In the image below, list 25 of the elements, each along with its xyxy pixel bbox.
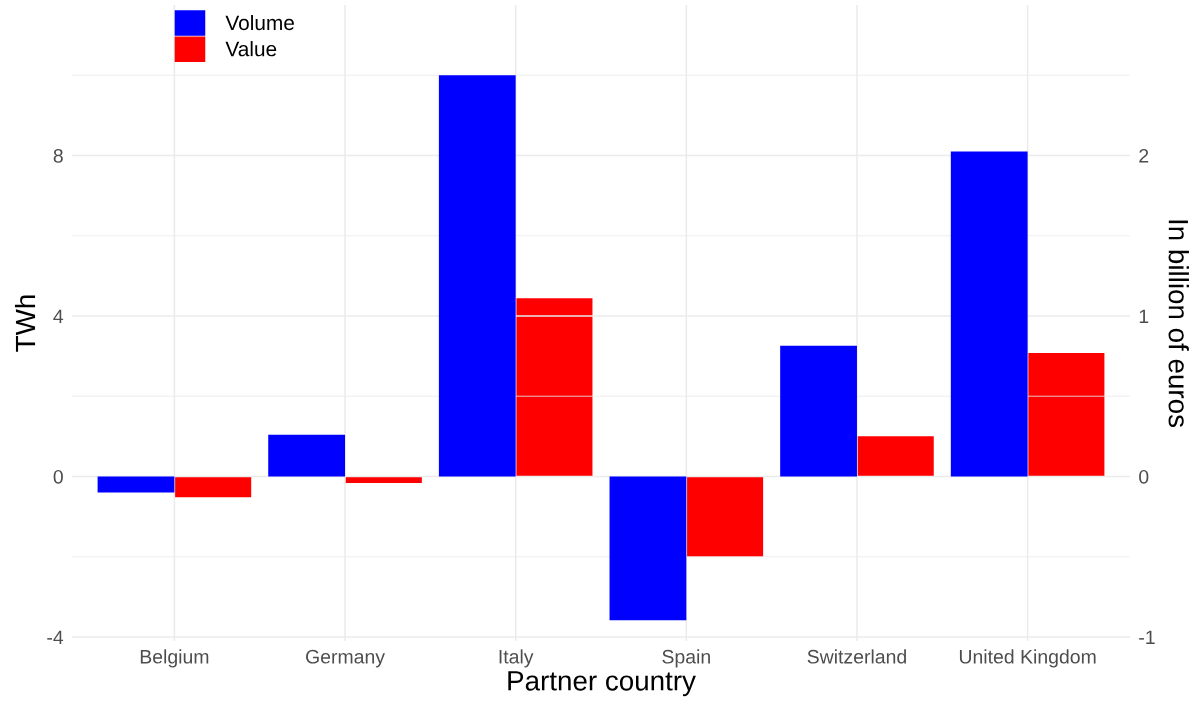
legend-label: Value xyxy=(225,41,277,57)
bar xyxy=(780,345,857,477)
y2-tick-label: -1 xyxy=(1139,630,1155,645)
y-tick-label: 4 xyxy=(53,309,64,324)
y2-tick-label: 0 xyxy=(1139,469,1149,484)
bar xyxy=(856,436,934,477)
bar xyxy=(950,151,1028,477)
y-tick-label: 0 xyxy=(53,469,63,484)
y-tick-label: -4 xyxy=(47,630,64,645)
y-tick-label: 8 xyxy=(53,148,63,163)
y2-axis-title: In billion of euros xyxy=(1168,220,1189,428)
x-tick-label: Belgium xyxy=(140,649,209,668)
bar xyxy=(345,476,422,483)
legend-label: Volume xyxy=(225,14,294,31)
x-tick-label: Italy xyxy=(499,649,534,668)
y2-tick-label: 2 xyxy=(1139,148,1149,163)
bar xyxy=(268,434,346,477)
y-axis-title: TWh xyxy=(14,295,36,352)
x-tick-label: Spain xyxy=(662,649,710,668)
x-axis-title: Partner country xyxy=(508,671,696,697)
y2-tick-label: 1 xyxy=(1139,309,1149,324)
bar xyxy=(438,75,516,477)
x-tick-label: Switzerland xyxy=(807,649,906,664)
x-tick-label: Germany xyxy=(306,649,385,668)
x-tick-label: United Kingdom xyxy=(959,649,1096,668)
